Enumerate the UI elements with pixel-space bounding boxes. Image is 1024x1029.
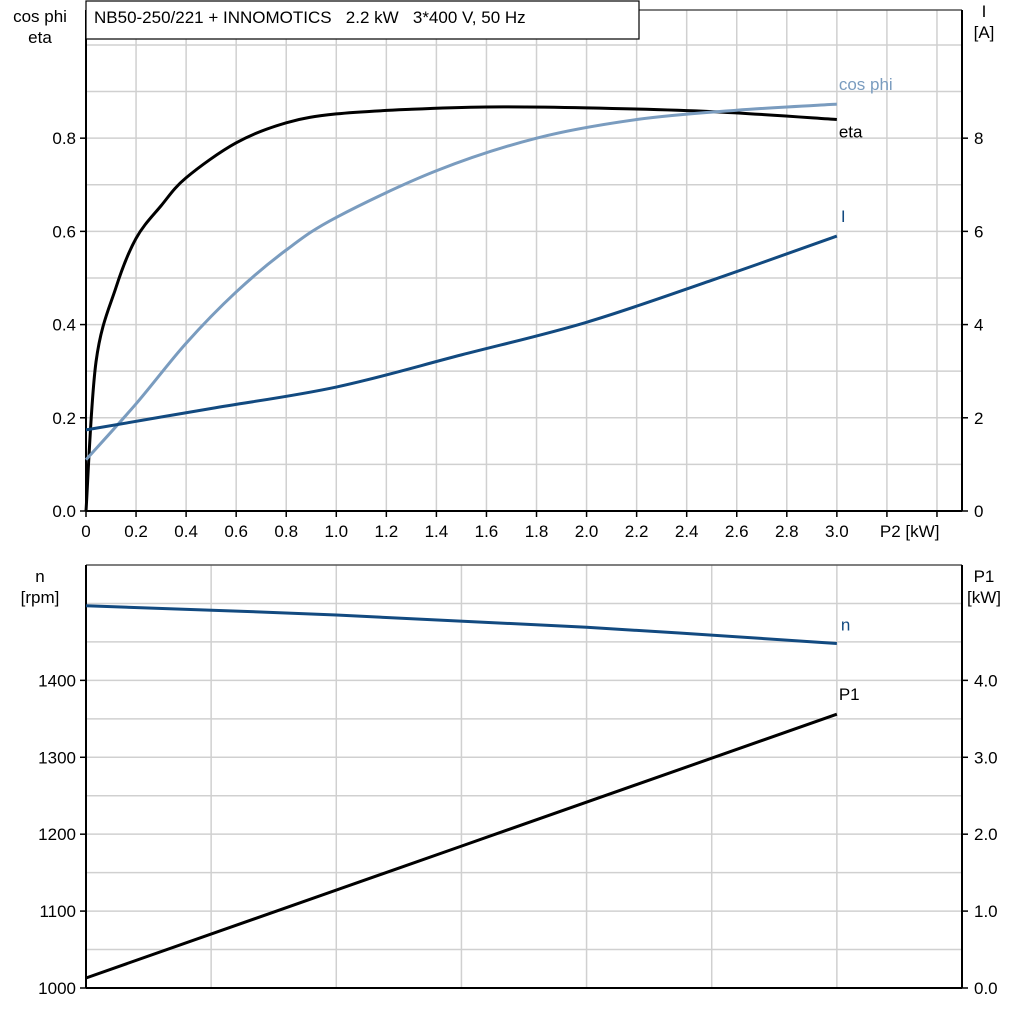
series-line-cos-phi xyxy=(84,102,837,461)
title-box xyxy=(85,0,640,40)
y-axis-label-left: n xyxy=(35,567,44,586)
x-tick-label: 0.4 xyxy=(174,522,198,541)
x-tick-label: 0.8 xyxy=(274,522,298,541)
y-tick-label-left: 0.6 xyxy=(52,222,76,241)
y-tick-label-right: 2.0 xyxy=(974,825,998,844)
y-tick-label-left: 1400 xyxy=(38,671,76,690)
series-label-cos-phi: cos phi xyxy=(839,75,893,94)
series-line-I xyxy=(85,234,838,432)
x-tick-label: 1.6 xyxy=(475,522,499,541)
x-tick-label: 2.4 xyxy=(675,522,699,541)
y-axis-label-right: [kW] xyxy=(967,588,1001,607)
y-tick-label-right: 2 xyxy=(974,409,983,428)
y-tick-label-right: 6 xyxy=(974,222,983,241)
y-tick-label-left: 1000 xyxy=(38,979,76,998)
x-tick-label: 1.8 xyxy=(525,522,549,541)
series-line-P1 xyxy=(85,712,838,980)
y-axis-label-right: I xyxy=(982,2,987,21)
series-line-n xyxy=(85,604,837,645)
x-tick-label: 0.2 xyxy=(124,522,148,541)
y-tick-label-right: 0.0 xyxy=(974,979,998,998)
y-tick-label-left: 0.0 xyxy=(52,502,76,521)
y-axis-label-left: cos phi xyxy=(13,7,67,26)
y-tick-label-left: 0.4 xyxy=(52,316,76,335)
x-tick-label: 2.8 xyxy=(775,522,799,541)
series-label-P1: P1 xyxy=(839,685,860,704)
y-tick-label-right: 3.0 xyxy=(974,748,998,767)
y-tick-label-right: 1.0 xyxy=(974,902,998,921)
y-axis-label-right: P1 xyxy=(974,567,995,586)
y-axis-label-left: [rpm] xyxy=(21,588,60,607)
x-tick-label: 2.6 xyxy=(725,522,749,541)
y-tick-label-right: 4.0 xyxy=(974,671,998,690)
x-tick-label: 0 xyxy=(81,522,90,541)
x-tick-label: 2.2 xyxy=(625,522,649,541)
y-axis-label-right: [A] xyxy=(974,23,995,42)
x-axis-label: P2 [kW] xyxy=(880,522,940,541)
y-tick-label-right: 8 xyxy=(974,129,983,148)
x-tick-label: 1.2 xyxy=(375,522,399,541)
y-tick-label-left: 1300 xyxy=(38,748,76,767)
x-tick-label: 3.0 xyxy=(825,522,849,541)
y-tick-label-right: 0 xyxy=(974,502,983,521)
x-tick-label: 0.6 xyxy=(224,522,248,541)
x-tick-label: 2.0 xyxy=(575,522,599,541)
x-tick-label: 1.4 xyxy=(425,522,449,541)
y-axis-label-left: eta xyxy=(28,28,52,47)
y-tick-label-right: 4 xyxy=(974,316,983,335)
series-label-I: I xyxy=(841,207,846,226)
y-tick-label-left: 1100 xyxy=(39,902,76,921)
series-line-eta xyxy=(84,105,837,512)
series-label-n: n xyxy=(841,615,850,634)
series-label-eta: eta xyxy=(839,123,863,142)
y-tick-label-left: 0.8 xyxy=(52,129,76,148)
y-tick-label-left: 1200 xyxy=(38,825,76,844)
x-tick-label: 1.0 xyxy=(324,522,348,541)
y-tick-label-left: 0.2 xyxy=(52,409,76,428)
chart-title: NB50-250/221 + INNOMOTICS 2.2 kW 3*400 V… xyxy=(94,8,526,27)
